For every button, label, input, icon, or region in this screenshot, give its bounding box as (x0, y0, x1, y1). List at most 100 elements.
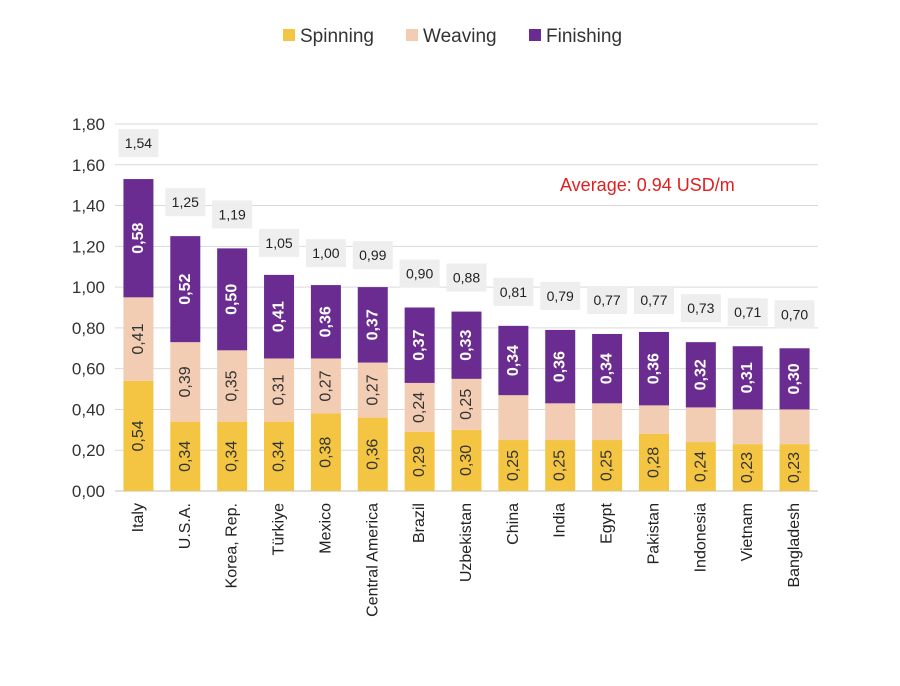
category-label: Central America (364, 503, 381, 617)
total-label-box (352, 241, 393, 270)
bar-segment-spinning (264, 421, 295, 491)
legend-label-spinning: Spinning (300, 26, 374, 47)
bar-segment-weaving (451, 378, 482, 430)
total-label-box (259, 228, 300, 257)
bar-value-label-finishing: 0,30 (786, 363, 803, 394)
total-label: 0,90 (406, 266, 433, 282)
category-label: Egypt (599, 502, 616, 543)
bar-segment-weaving (638, 405, 669, 434)
category-label: Korea, Rep. (224, 503, 241, 588)
bar-segment-weaving (123, 297, 154, 381)
bar-value-label-spinning: 0,28 (645, 447, 662, 478)
bar-segment-finishing (779, 348, 810, 410)
bar-value-label-finishing: 0,34 (599, 353, 616, 384)
total-labels: 1,54 1,25 1,19 1,05 1,00 0,99 0,90 0,88 0,81 0,79… (118, 129, 815, 329)
total-label-box (587, 286, 628, 315)
bar-value-label-finishing: 0,50 (224, 284, 241, 315)
y-tick-label: 1,20 (72, 237, 105, 256)
total-label: 0,77 (640, 292, 667, 308)
bar-segment-spinning (732, 444, 763, 491)
total-label: 1,25 (172, 194, 199, 210)
bar-segment-finishing (123, 179, 154, 298)
bar-value-label-finishing: 0,41 (271, 301, 288, 332)
total-label-box (446, 263, 487, 292)
bar-segment-finishing (170, 236, 201, 343)
bar-value-label-weaving: 0,35 (224, 370, 241, 401)
category-label: Uzbekistan (458, 503, 475, 582)
total-label: 0,79 (547, 288, 574, 304)
bar-segment-finishing (310, 285, 341, 359)
category-label: Bangladesh (786, 503, 803, 588)
legend-swatch-finishing (529, 29, 541, 41)
y-tick-label: 1,80 (72, 115, 105, 134)
bar-segment-weaving (779, 409, 810, 445)
bar-segment-spinning (123, 380, 154, 491)
bar-value-label-spinning: 0,25 (505, 450, 522, 481)
bar-value-label-spinning: 0,24 (692, 451, 709, 482)
bar-value-label-spinning: 0,34 (271, 441, 288, 472)
category-label: Türkiye (271, 503, 288, 556)
bar-segment-spinning (451, 429, 482, 491)
bar-value-label-spinning: 0,25 (552, 450, 569, 481)
bar-value-label-spinning: 0,23 (739, 452, 756, 483)
bar-segment-spinning (779, 444, 810, 491)
total-label-box (212, 200, 253, 229)
legend-label-finishing: Finishing (546, 26, 622, 47)
bar-segment-weaving (357, 362, 388, 418)
bar-segment-finishing (498, 325, 529, 396)
bar-segment-finishing (592, 334, 623, 404)
bar-value-label-finishing: 0,36 (552, 351, 569, 382)
bar-value-label-weaving: 0,41 (130, 323, 147, 354)
bar-segment-weaving (498, 395, 529, 441)
total-label: 0,70 (781, 306, 808, 322)
bar-value-label-weaving: 0,24 (411, 392, 428, 423)
legend: Spinning Weaving Finishing (283, 26, 622, 47)
bar-value-label-finishing: 0,37 (411, 330, 428, 361)
bar-segment-spinning (685, 442, 716, 491)
total-label: 0,77 (593, 292, 620, 308)
bar-value-label-spinning: 0,36 (364, 439, 381, 470)
bars: 0,54 0,41 0,58 0,34 0,39 0,52 0,34 0,35 0,50 0,34… (123, 179, 810, 491)
bar-segment-weaving (685, 407, 716, 443)
y-tick-label: 0,00 (72, 482, 105, 501)
total-label-box (118, 129, 159, 158)
total-label: 0,88 (453, 270, 480, 286)
y-tick-label: 0,40 (72, 400, 105, 419)
bar-value-label-weaving: 0,27 (317, 370, 334, 401)
legend-label-weaving: Weaving (423, 26, 497, 47)
bar-segment-finishing (404, 307, 435, 383)
category-label: China (505, 503, 522, 545)
bar-segment-weaving (404, 382, 435, 432)
bar-value-label-finishing: 0,31 (739, 362, 756, 393)
legend-swatch-spinning (283, 29, 295, 41)
bar-segment-spinning (545, 440, 576, 491)
bar-value-label-weaving: 0,27 (364, 374, 381, 405)
bar-value-label-finishing: 0,32 (692, 359, 709, 390)
y-tick-label: 1,60 (72, 156, 105, 175)
average-annotation: Average: 0.94 USD/m (560, 175, 735, 195)
bar-segment-weaving (170, 342, 201, 422)
bar-segment-weaving (545, 403, 576, 441)
bar-value-label-weaving: 0,25 (458, 389, 475, 420)
total-label-box (165, 188, 206, 217)
bar-segment-weaving (217, 350, 248, 422)
total-label: 0,99 (359, 247, 386, 263)
bar-segment-finishing (638, 331, 669, 406)
bar-value-label-finishing: 0,34 (505, 345, 522, 376)
bar-segment-weaving (732, 409, 763, 445)
bar-segment-spinning (217, 421, 248, 491)
total-label: 0,81 (500, 284, 527, 300)
y-tick-label: 1,00 (72, 278, 105, 297)
bar-segment-spinning (638, 433, 669, 491)
total-label-box (399, 259, 440, 288)
bar-segment-weaving (592, 403, 623, 441)
bar-segment-finishing (217, 248, 248, 351)
bar-value-label-spinning: 0,23 (786, 452, 803, 483)
bar-value-label-finishing: 0,37 (364, 309, 381, 340)
bar-value-label-finishing: 0,36 (645, 353, 662, 384)
bar-segment-spinning (404, 431, 435, 491)
bar-segment-spinning (170, 421, 201, 491)
total-label: 0,71 (734, 304, 761, 320)
bar-value-label-finishing: 0,36 (317, 306, 334, 337)
